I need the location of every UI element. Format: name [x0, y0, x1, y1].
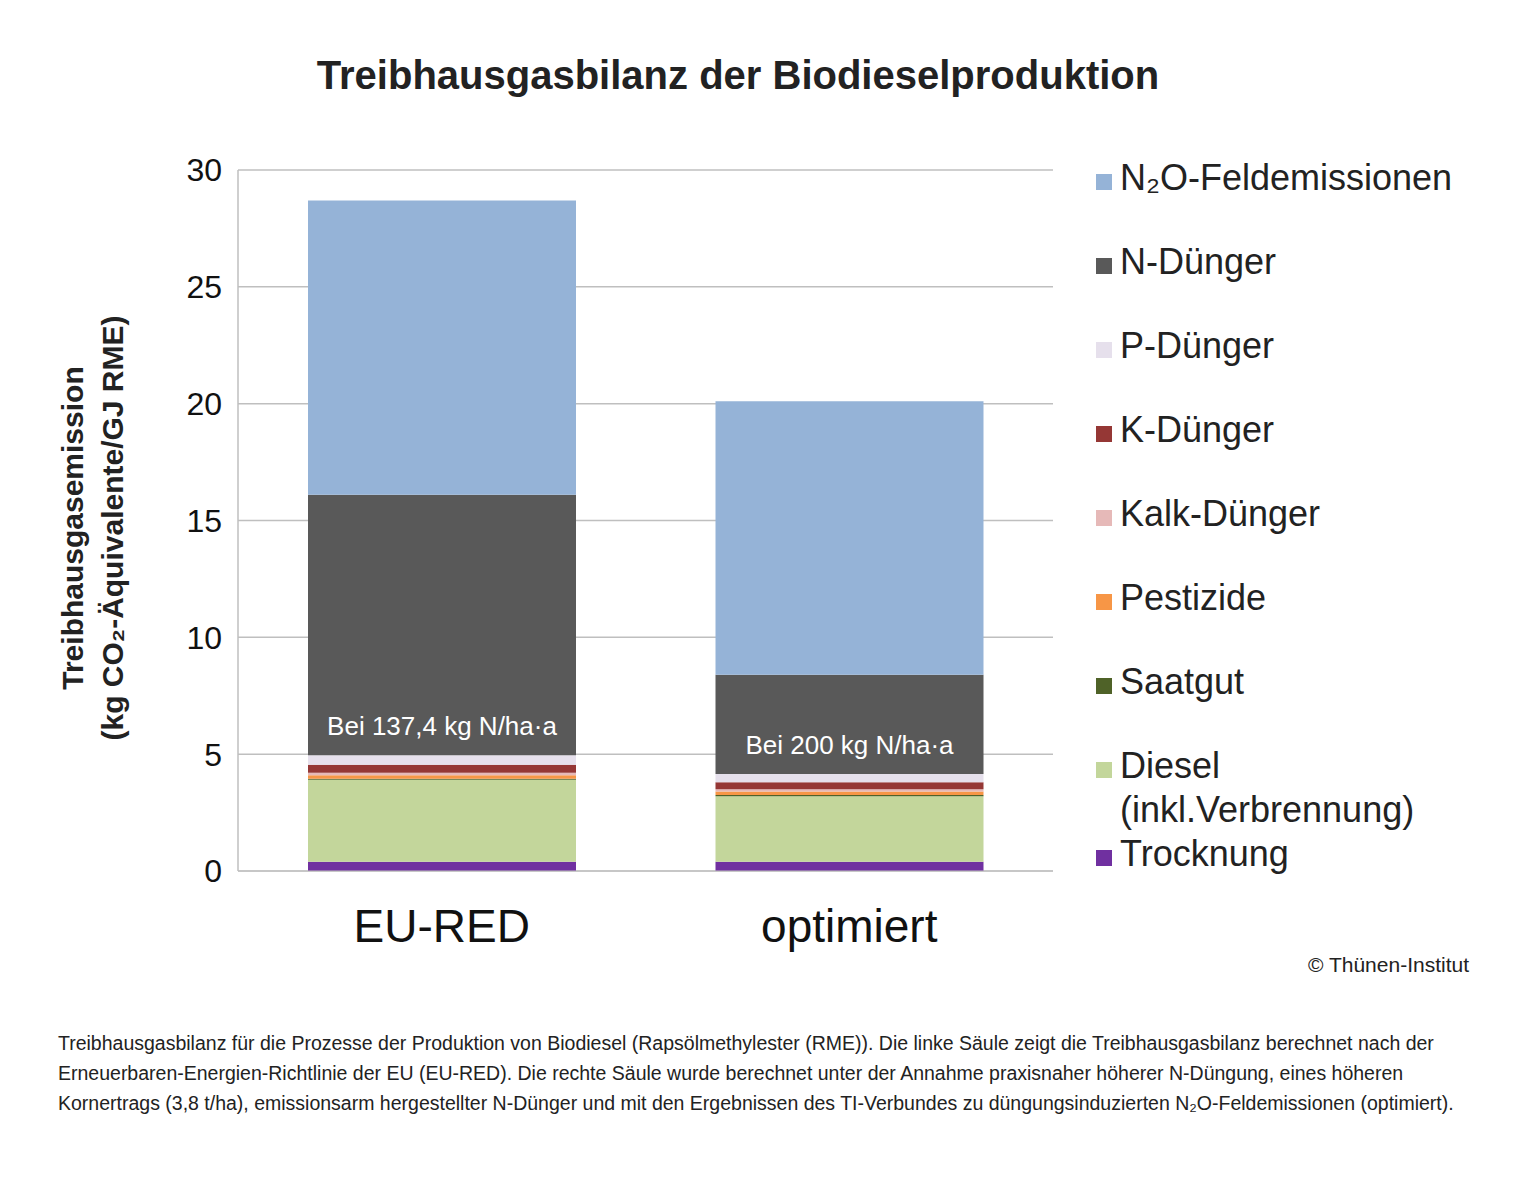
html-text:(kg CO₂-Äquivalente/GJ RME): (kg CO₂-Äquivalente/GJ RME) — [96, 315, 129, 741]
html-text:Treibhausgasbilanz der Biodies: Treibhausgasbilanz der Biodieselprodukti… — [316, 53, 1160, 97]
svg-text:15: 15 — [186, 503, 222, 539]
html-text:Kalk-Dünger: Kalk-Dünger — [1120, 493, 1321, 534]
html-text:N₂O-Feldemissionen: N₂O-Feldemissionen — [1120, 157, 1453, 198]
html-text:© Thünen-Institut: © Thünen-Institut — [1308, 953, 1469, 976]
html-text:Diesel (inkl.Verbrennung): Diesel (inkl.Verbrennung) — [1120, 745, 1415, 830]
svg-text:Bei 200 kg N/ha·a: Bei 200 kg N/ha·a — [745, 730, 954, 760]
svg-text:Bei 137,4 kg N/ha·a: Bei 137,4 kg N/ha·a — [327, 711, 557, 741]
html-text:Trocknung: Trocknung — [1120, 833, 1289, 874]
svg-text:EU-RED: EU-RED — [354, 900, 530, 952]
html-text:Treibhausgasbilanz für die Pro: Treibhausgasbilanz für die Prozesse der … — [58, 1032, 1454, 1114]
svg-text:20: 20 — [186, 386, 222, 422]
svg-text:5: 5 — [204, 737, 222, 773]
html-text:Treibhausgasemission: Treibhausgasemission — [56, 366, 89, 690]
svg-text:10: 10 — [186, 620, 222, 656]
html-text:Pestizide: Pestizide — [1120, 577, 1267, 618]
svg-text:optimiert: optimiert — [761, 900, 938, 952]
html-text:K-Dünger: K-Dünger — [1120, 409, 1275, 450]
svg-text:25: 25 — [186, 269, 222, 305]
html-text:N-Dünger: N-Dünger — [1120, 241, 1277, 282]
html-text:Saatgut: Saatgut — [1120, 661, 1245, 702]
html-text:P-Dünger: P-Dünger — [1120, 325, 1275, 366]
svg-text:0: 0 — [204, 853, 222, 889]
svg-text:30: 30 — [186, 152, 222, 188]
